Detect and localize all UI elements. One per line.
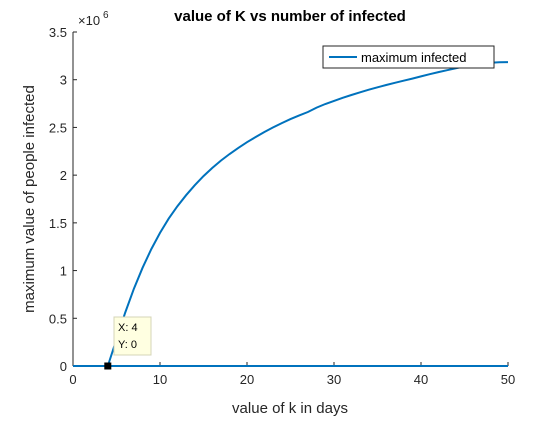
x-tick-label: 30 <box>327 372 341 387</box>
x-tick-label: 20 <box>240 372 254 387</box>
x-tick-label: 40 <box>414 372 428 387</box>
y-tick-label: 3.5 <box>49 25 67 40</box>
legend[interactable]: maximum infected <box>323 46 494 68</box>
y-tick-label: 2 <box>60 168 67 183</box>
y-tick-label: 2.5 <box>49 120 67 135</box>
x-tick-label: 50 <box>501 372 515 387</box>
y-exponent-power: 6 <box>103 10 109 21</box>
y-tick-label: 3 <box>60 73 67 88</box>
chart-title: value of K vs number of infected <box>174 8 406 25</box>
y-axis-label: maximum value of people infected <box>21 85 38 313</box>
legend-label: maximum infected <box>361 50 466 65</box>
plot-area <box>73 32 508 366</box>
y-tick-label: 1.5 <box>49 216 67 231</box>
y-tick-label: 0.5 <box>49 311 67 326</box>
x-tick-label: 10 <box>153 372 167 387</box>
datatip-y-text: Y: 0 <box>118 339 137 351</box>
y-exponent-base: ×10 <box>78 13 100 28</box>
y-tick-label: 0 <box>60 359 67 374</box>
x-axis-label: value of k in days <box>232 400 348 417</box>
y-tick-label: 1 <box>60 264 67 279</box>
datatip-marker[interactable] <box>104 363 111 370</box>
datatip-x-text: X: 4 <box>118 322 138 334</box>
x-tick-label: 0 <box>69 372 76 387</box>
